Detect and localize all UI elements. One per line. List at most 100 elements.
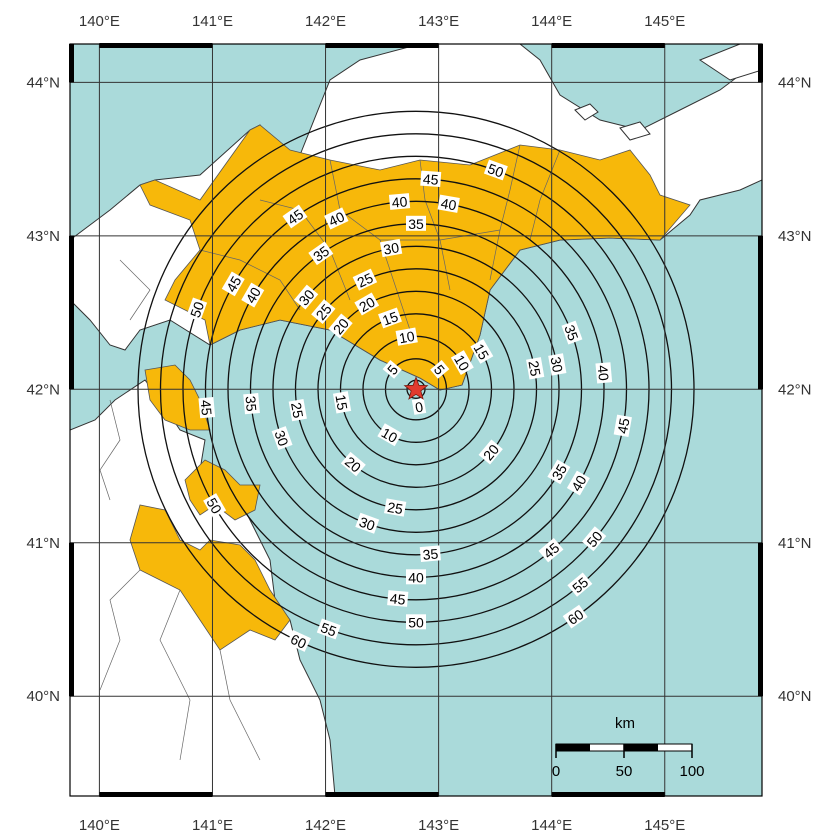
svg-text:35: 35 (242, 395, 259, 412)
contour-label: 55 (567, 572, 593, 597)
svg-text:30: 30 (382, 239, 400, 257)
svg-text:10: 10 (451, 352, 473, 374)
lat-label-right: 42°N (778, 381, 812, 398)
scale-label-0: 0 (552, 763, 560, 780)
lon-label-top: 142°E (305, 13, 346, 30)
contour-label: 45 (198, 397, 216, 419)
contour-label: 35 (547, 459, 571, 485)
lat-label-right: 40°N (778, 688, 812, 705)
svg-text:45: 45 (614, 417, 632, 435)
contour-label: 50 (483, 159, 508, 181)
longitude-labels-top: 140°E 141°E 142°E 143°E 144°E 145°E (79, 13, 685, 30)
latitude-labels-left: 44°N 43°N 42°N 41°N 40°N (26, 74, 60, 705)
contour-label: 25 (352, 268, 378, 291)
shimokita-highlight (184, 459, 261, 521)
contour-label: 15 (332, 391, 352, 414)
svg-text:45: 45 (223, 273, 245, 295)
lon-label-bottom: 142°E (305, 817, 346, 834)
star-icon (403, 376, 429, 400)
svg-text:50: 50 (187, 299, 207, 319)
contour-label: 50 (186, 297, 207, 322)
lon-label-bottom: 140°E (79, 817, 120, 834)
svg-text:50: 50 (203, 495, 225, 517)
svg-text:25: 25 (288, 401, 306, 419)
svg-text:25: 25 (386, 499, 404, 517)
contour-label: 40 (388, 193, 411, 211)
lon-label-top: 145°E (644, 13, 685, 30)
contour-label: 35 (242, 393, 260, 415)
svg-text:25: 25 (355, 269, 376, 290)
contour-label: 10 (450, 350, 474, 375)
kuril-island-2 (574, 103, 599, 121)
contour-label: 40 (566, 470, 590, 496)
svg-text:50: 50 (408, 614, 424, 630)
svg-text:40: 40 (242, 284, 264, 306)
lat-label-left: 41°N (26, 535, 60, 552)
lon-label-top: 144°E (531, 13, 572, 30)
contour-label: 20 (478, 439, 503, 465)
latitude-labels-right: 44°N 43°N 42°N 41°N 40°N (778, 74, 812, 705)
contour-label: 30 (293, 284, 319, 310)
contour-label: 45 (420, 170, 442, 188)
contour-label: 0 (411, 398, 427, 416)
lat-label-left: 40°N (26, 688, 60, 705)
svg-text:40: 40 (568, 472, 590, 494)
lon-label-top: 140°E (79, 13, 120, 30)
svg-text:60: 60 (288, 631, 309, 652)
contour-label: 40 (437, 194, 460, 213)
svg-text:35: 35 (548, 461, 570, 483)
lat-label-right: 41°N (778, 535, 812, 552)
contour-label: 10 (377, 423, 403, 447)
svg-text:50: 50 (486, 160, 506, 180)
contour-label: 20 (340, 451, 366, 477)
contour-label: 30 (271, 426, 293, 450)
svg-text:30: 30 (548, 355, 566, 373)
contour-label: 45 (387, 590, 409, 608)
contour-label: 60 (562, 604, 588, 629)
lat-label-left: 44°N (26, 74, 60, 91)
svg-text:15: 15 (332, 393, 350, 411)
contour-label: 15 (378, 307, 402, 329)
svg-text:10: 10 (379, 424, 401, 446)
map-frame (69, 43, 763, 797)
svg-text:35: 35 (422, 546, 439, 563)
contour-label: 55 (316, 618, 341, 640)
svg-text:30: 30 (271, 428, 291, 448)
svg-text:45: 45 (389, 590, 406, 607)
svg-text:10: 10 (398, 328, 416, 346)
contour-label: 35 (406, 215, 426, 232)
lat-label-right: 43°N (778, 228, 812, 245)
scale-unit-label: km (615, 715, 635, 732)
svg-text:40: 40 (391, 193, 408, 210)
contour-label: 50 (581, 526, 607, 552)
contour-label: 20 (354, 292, 380, 316)
contour-label: 25 (288, 398, 307, 422)
svg-text:35: 35 (561, 323, 581, 343)
contour-label: 35 (561, 320, 583, 345)
contour-label: 45 (538, 538, 564, 563)
contour-label: 25 (384, 498, 407, 517)
svg-text:15: 15 (380, 308, 400, 328)
contour-label: 25 (311, 299, 336, 325)
svg-text:45: 45 (422, 171, 439, 188)
contour-labels: 05 51010101515152020202025252525253030303… (186, 159, 633, 652)
contour-label: 60 (286, 629, 311, 652)
longitude-labels-bottom: 140°E 141°E 142°E 143°E 144°E 145°E (79, 817, 685, 834)
contour-label: 50 (406, 614, 426, 630)
svg-text:35: 35 (408, 216, 424, 232)
hokkaido-highlight (139, 124, 691, 391)
svg-text:40: 40 (326, 208, 347, 229)
svg-text:45: 45 (198, 399, 215, 416)
contour-label: 30 (548, 353, 567, 376)
contour-label: 45 (221, 271, 245, 297)
contour-label: 30 (379, 238, 403, 258)
lon-label-bottom: 145°E (644, 817, 685, 834)
scale-label-50: 50 (616, 763, 633, 780)
lon-label-bottom: 143°E (418, 817, 459, 834)
kuril-island-1 (698, 44, 762, 81)
lon-label-top: 143°E (418, 13, 459, 30)
contour-label: 40 (324, 207, 349, 230)
contour-label: 35 (419, 545, 441, 563)
svg-text:40: 40 (440, 195, 458, 213)
